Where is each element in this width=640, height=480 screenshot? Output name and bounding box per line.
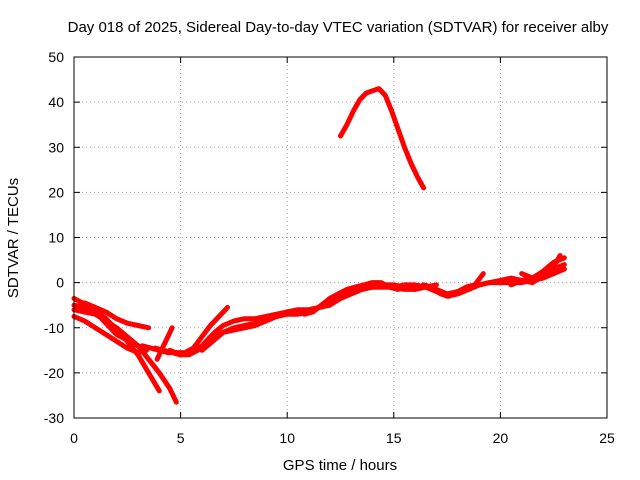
- series-line-arc-mid-3: [154, 325, 175, 362]
- y-tick-label: -20: [44, 365, 64, 381]
- x-tick-label: 20: [493, 430, 509, 446]
- y-tick-label: 10: [48, 230, 64, 246]
- x-axis-label: GPS time / hours: [283, 457, 397, 474]
- y-tick-label: -30: [44, 410, 64, 426]
- grid-lines: [74, 57, 607, 418]
- series-line-arc-early-2: [71, 307, 179, 405]
- y-tick-label: 30: [48, 139, 64, 155]
- series-line-arc-late-2: [508, 253, 563, 288]
- x-tick-label: 5: [177, 430, 185, 446]
- data-series: [71, 86, 567, 405]
- axis-ticks: [73, 56, 608, 419]
- x-tick-label: 10: [279, 430, 295, 446]
- y-axis-label: SDTVAR / TECUs: [5, 178, 22, 298]
- x-tick-label: 25: [599, 430, 615, 446]
- y-tick-label: 40: [48, 94, 64, 110]
- x-tick-label: 0: [70, 430, 78, 446]
- y-tick-label: 0: [56, 275, 64, 291]
- y-tick-labels: -30 -20 -10 0 10 20 30 40 50: [44, 49, 64, 426]
- chart-title: Day 018 of 2025, Sidereal Day-to-day VTE…: [68, 19, 609, 36]
- series-line-arc-early-5: [82, 300, 152, 331]
- x-tick-label: 15: [386, 430, 402, 446]
- y-tick-label: -10: [44, 320, 64, 336]
- y-tick-label: 20: [48, 184, 64, 200]
- y-tick-label: 50: [48, 49, 64, 65]
- x-tick-labels: 0 5 10 15 20 25: [70, 430, 615, 446]
- series-line-arc-early-4: [71, 314, 149, 356]
- series-line-arc-high: [338, 86, 427, 191]
- series-line-arc-early-3: [71, 302, 162, 394]
